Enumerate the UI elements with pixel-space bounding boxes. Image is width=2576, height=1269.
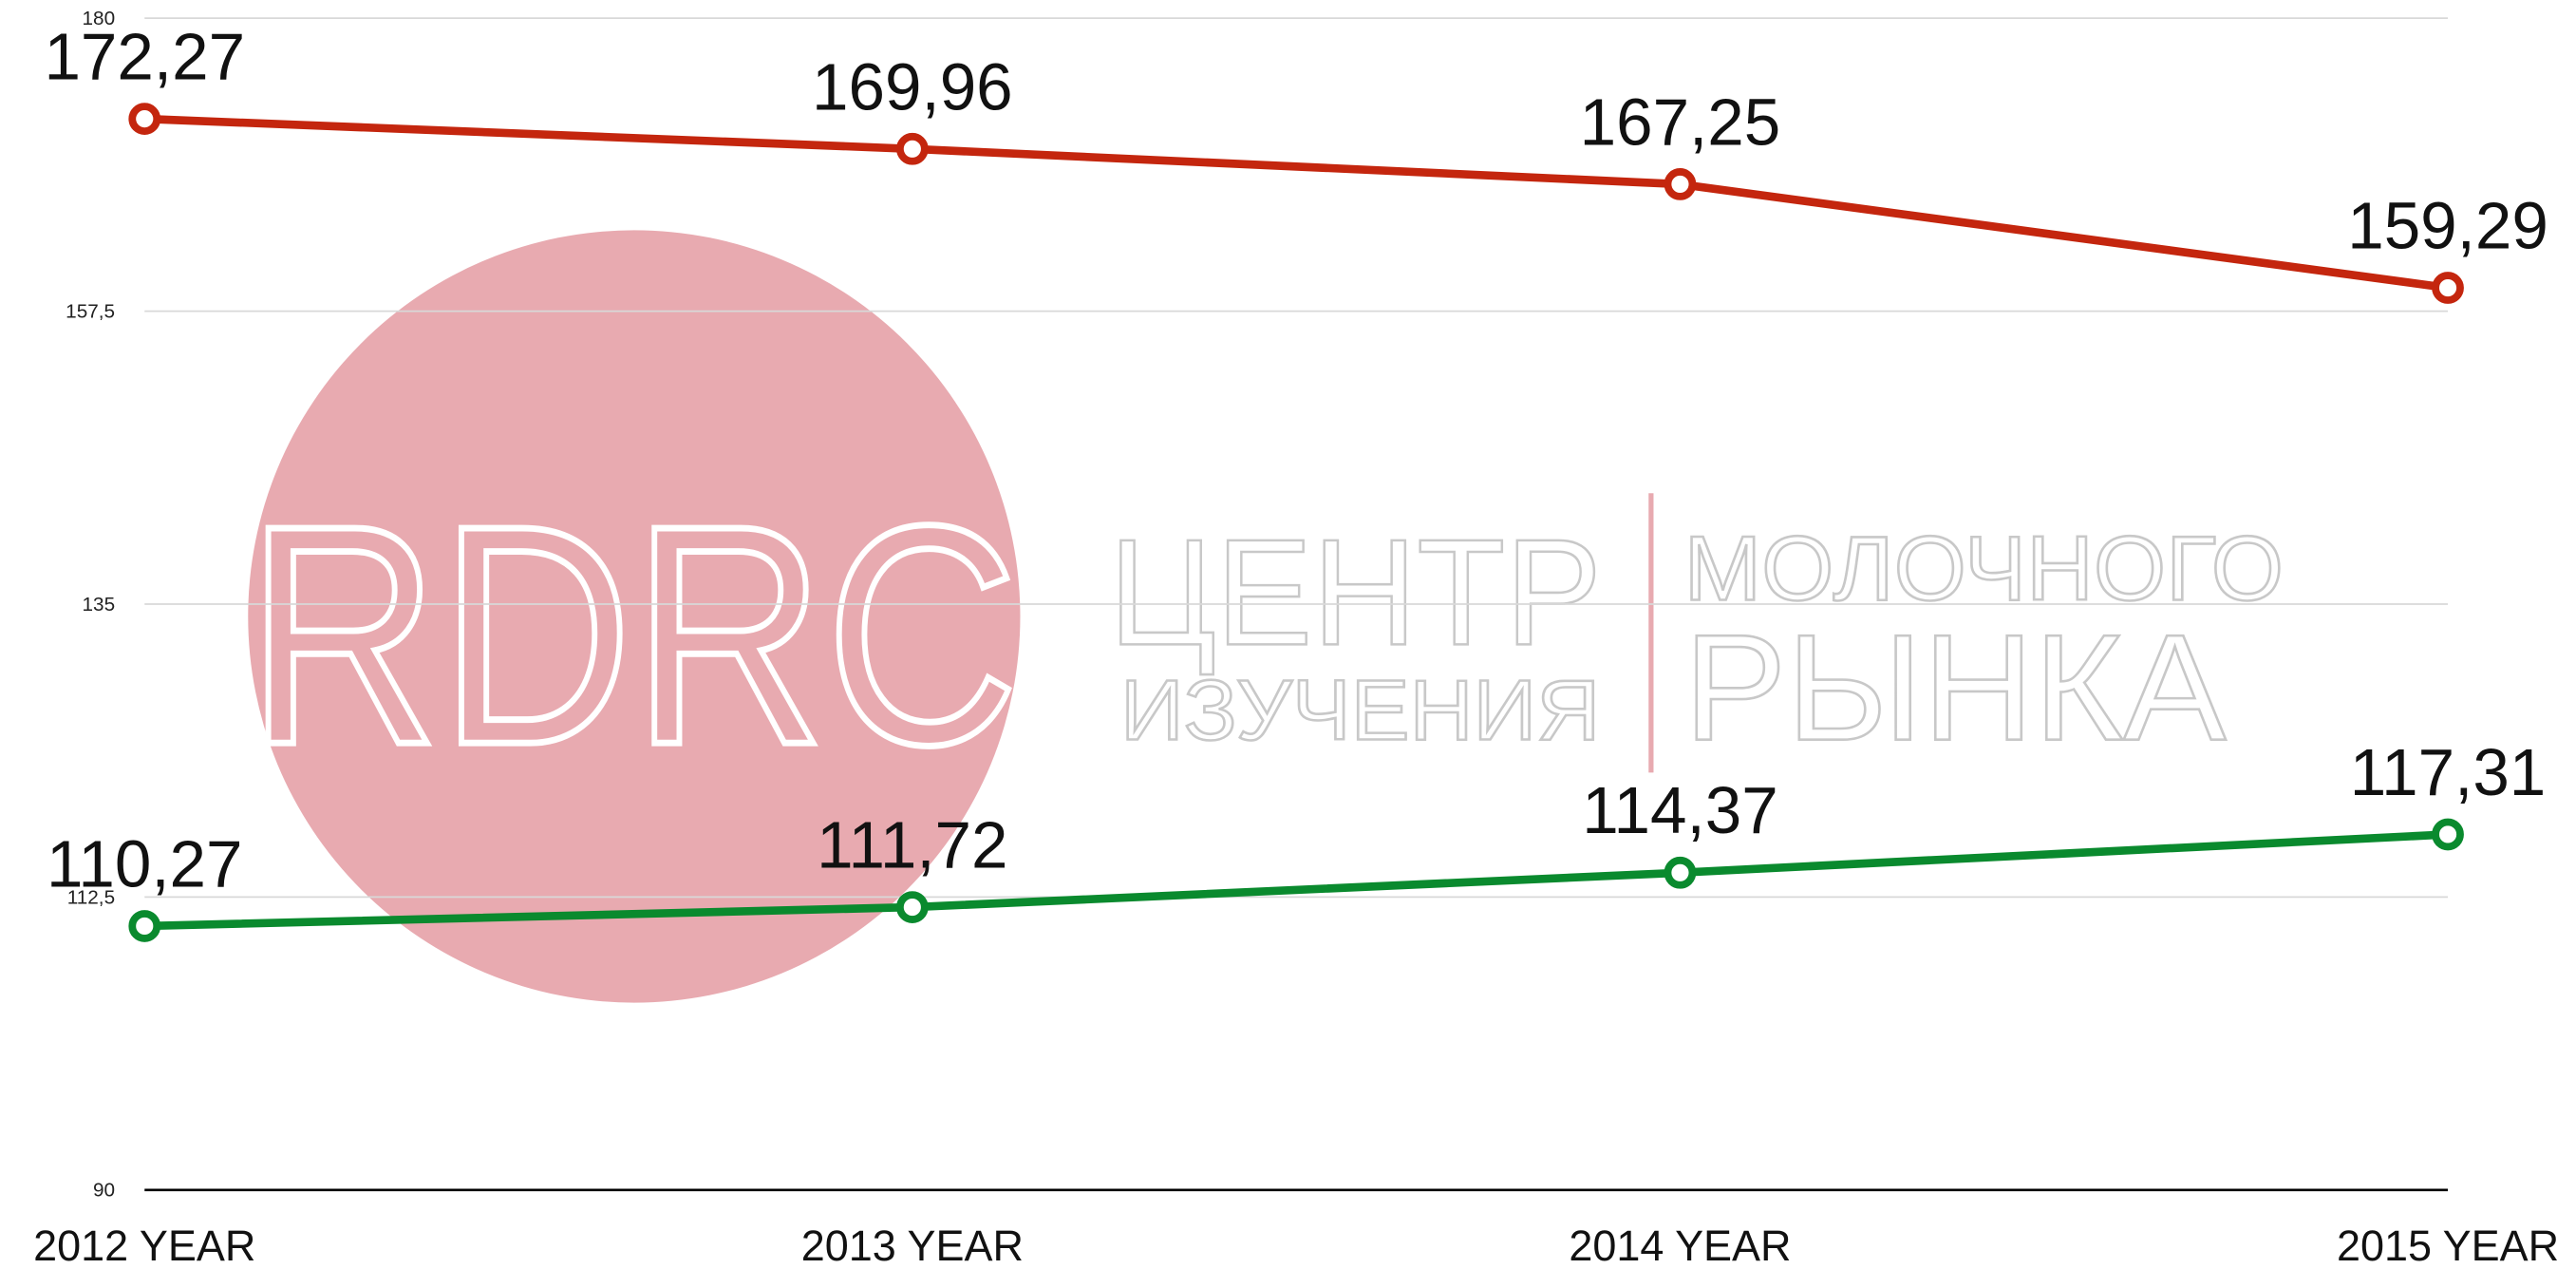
y-tick-label: 135 — [82, 594, 115, 616]
point-marker — [2432, 818, 2464, 851]
watermark-text: ЦЕНТР — [1109, 507, 1602, 676]
x-tick-label: 2013 YEAR — [801, 1222, 1024, 1269]
watermark-text: РЫНКА — [1683, 603, 2226, 772]
watermark-text: ИЗУЧЕНИЯ — [1120, 664, 1600, 759]
watermark: RDRC ЦЕНТР ИЗУЧЕНИЯ МОЛОЧНОГО РЫНКА — [243, 230, 2285, 1003]
data-label: 117,31 — [2350, 735, 2546, 809]
x-tick-label: 2012 YEAR — [33, 1222, 255, 1269]
point-marker — [128, 103, 161, 135]
point-marker — [1664, 168, 1697, 200]
point-marker — [895, 891, 929, 923]
data-label: 114,37 — [1582, 773, 1777, 847]
logo-circle — [248, 230, 1021, 1003]
data-label: 111,72 — [817, 808, 1007, 882]
point-marker — [895, 132, 929, 165]
logo-text: RDRC — [247, 460, 1019, 809]
series-line — [144, 830, 2449, 931]
y-tick-label: 157,5 — [66, 300, 115, 322]
data-label: 110,27 — [47, 826, 242, 900]
point-marker — [2432, 272, 2464, 304]
data-label: 159,29 — [2347, 189, 2548, 263]
data-label: 169,96 — [812, 49, 1013, 123]
y-tick-label: 112,5 — [67, 886, 115, 908]
x-tick-label: 2015 YEAR — [2337, 1222, 2559, 1269]
y-tick-label: 90 — [93, 1180, 115, 1202]
data-label: 167,25 — [1580, 85, 1781, 159]
y-tick-label: 180 — [82, 8, 115, 29]
data-label: 172,27 — [44, 20, 245, 94]
point-marker — [1664, 856, 1697, 889]
series-line — [144, 114, 2449, 293]
point-marker — [128, 910, 161, 942]
x-tick-label: 2014 YEAR — [1569, 1222, 1791, 1269]
